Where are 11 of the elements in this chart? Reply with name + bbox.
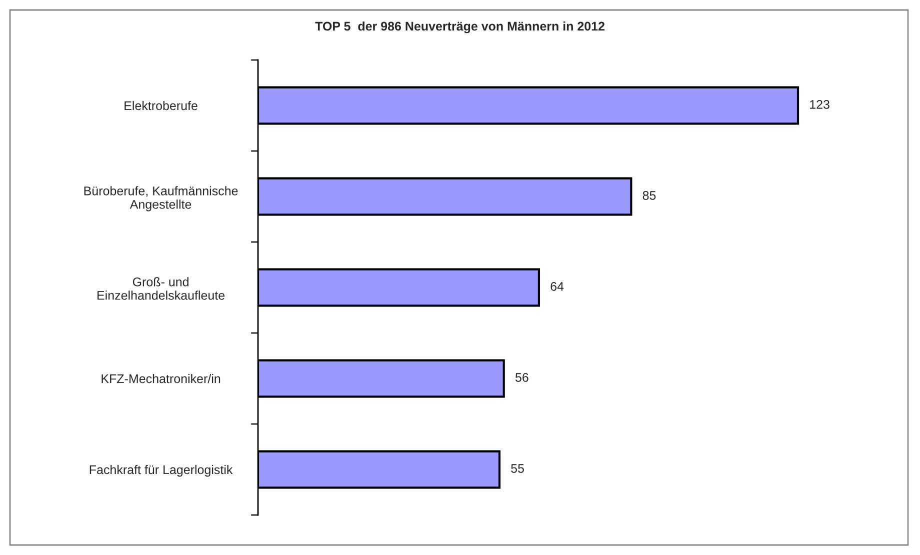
data-label: 64	[550, 282, 564, 291]
data-label: 123	[810, 100, 830, 109]
data-label: 85	[642, 191, 656, 200]
chart-title: TOP 5 der 986 Neuverträge von Männern in 2012	[315, 21, 604, 34]
y-tick-label: Büroberufe, Kaufmännische Angestellte	[84, 186, 238, 212]
data-label: 55	[511, 464, 524, 473]
y-tick-label: Fachkraft für Lagerlogistik	[90, 464, 233, 477]
data-label: 56	[515, 373, 528, 382]
y-tick-label: KFZ-Mechatroniker/in	[102, 374, 220, 384]
y-tick-label: Groß- und Einzelhandelskaufleute	[98, 277, 225, 300]
y-tick-label: Elektroberufe	[124, 100, 198, 110]
